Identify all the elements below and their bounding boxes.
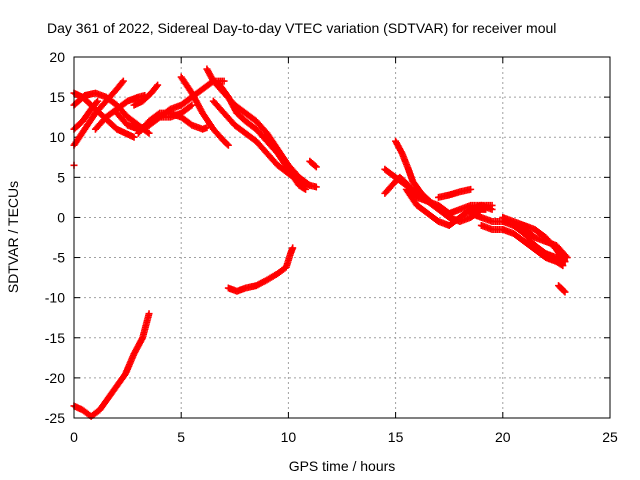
data-point: [289, 244, 297, 252]
series-arc-7: [130, 81, 162, 109]
data-point: [561, 258, 569, 266]
x-tick-label: 10: [281, 429, 297, 445]
data-point: [118, 78, 126, 86]
x-tick-label: 0: [70, 429, 78, 445]
series-arc-5: [91, 92, 149, 133]
series-arc-14: [306, 157, 320, 171]
data-point: [130, 133, 138, 141]
series-arc-15: [224, 244, 297, 295]
data-point: [488, 201, 496, 209]
y-tick-label: 5: [57, 169, 65, 185]
series-arc-13: [209, 97, 320, 191]
y-tick-label: -20: [45, 370, 65, 386]
series-arc-16: [70, 310, 153, 420]
x-tick-labels: 0 5 10 15 20 25: [70, 429, 618, 445]
y-tick-label: -25: [45, 410, 65, 426]
data-point: [561, 288, 569, 296]
data-point: [144, 128, 152, 136]
data-points: [70, 65, 571, 420]
plot-frame: [73, 56, 611, 419]
data-point: [312, 163, 320, 171]
y-tick-label: 0: [57, 209, 65, 225]
x-axis-label: GPS time / hours: [289, 458, 396, 474]
x-tick-label: 15: [388, 429, 404, 445]
data-point: [311, 162, 319, 170]
data-point: [145, 310, 153, 318]
y-tick-label: -15: [45, 330, 65, 346]
data-point: [119, 77, 127, 85]
y-tick-labels: -25 -20 -15 -10 -5 0 5 10 15 20: [45, 49, 65, 426]
y-tick-label: 10: [49, 129, 65, 145]
series-arc-4: [70, 77, 127, 149]
y-tick-label: -5: [53, 250, 66, 266]
x-tick-label: 5: [177, 429, 185, 445]
data-point: [224, 141, 232, 149]
y-tick-label: 20: [49, 49, 65, 65]
data-point: [145, 129, 153, 137]
series-arc-12: [216, 81, 310, 193]
data-point: [220, 77, 228, 85]
series-arc-22: [434, 185, 475, 201]
data-point: [312, 183, 320, 191]
y-tick-label: -10: [45, 290, 65, 306]
series-arc-21: [402, 185, 496, 229]
data-point: [560, 287, 568, 295]
data-point: [153, 82, 161, 90]
y-tick-label: 15: [49, 89, 65, 105]
series-arc-26: [510, 221, 569, 266]
series-arc-9: [134, 109, 211, 137]
data-point: [187, 102, 195, 110]
grid-lines: [74, 57, 610, 418]
series-arc-10: [177, 73, 232, 149]
data-point: [467, 185, 475, 193]
data-point: [154, 81, 162, 89]
y-axis-label: SDTVAR / TECUs: [5, 181, 21, 293]
data-point: [223, 140, 231, 148]
x-tick-label: 25: [602, 429, 618, 445]
data-point: [93, 98, 101, 106]
chart-title: Day 361 of 2022, Sidereal Day-to-day VTE…: [47, 20, 556, 36]
data-point: [94, 97, 102, 105]
series-arc-27: [555, 282, 569, 296]
data-point: [188, 101, 196, 109]
x-tick-label: 20: [495, 429, 511, 445]
